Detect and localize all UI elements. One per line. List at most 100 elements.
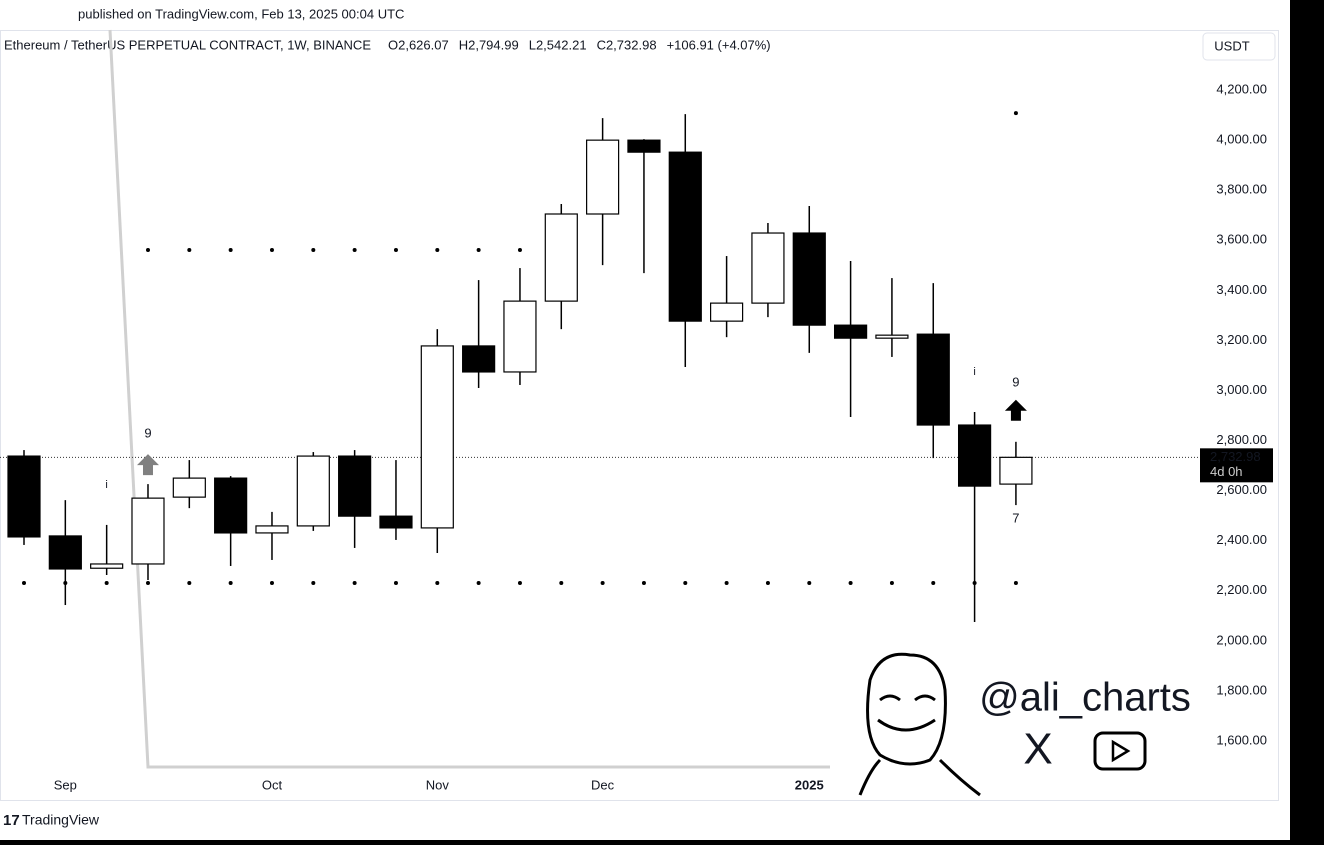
candle-body: [627, 139, 661, 153]
candle-body: [710, 302, 744, 322]
currency: USDT: [1214, 38, 1249, 53]
price-tag-value: 2,732.98: [1210, 449, 1261, 464]
ohlc-value: H2,794.99: [459, 37, 519, 52]
signal-arrow: [136, 454, 159, 476]
candle-body: [379, 515, 413, 529]
price-tag: [1200, 448, 1273, 483]
candle-body: [503, 300, 537, 373]
play-icon: [1111, 739, 1131, 763]
x-tick-label: Nov: [426, 777, 450, 792]
y-tick-label: 2,800.00: [1216, 432, 1267, 447]
candle-body: [792, 232, 826, 326]
candle-body: [296, 455, 330, 527]
ohlc-value: O2,626.07: [388, 37, 449, 52]
candle-body: [916, 333, 950, 426]
annotation: 9: [1012, 374, 1019, 389]
annotation: 7: [1012, 511, 1019, 526]
level-dot: [22, 580, 26, 585]
tv-logo: 17: [3, 812, 20, 829]
candle-body: [668, 151, 702, 322]
y-tick-label: 2,200.00: [1216, 582, 1267, 597]
annotation: i: [105, 479, 107, 491]
level-dot: [435, 580, 440, 585]
level-dot: [393, 248, 398, 253]
level-dot: [187, 580, 192, 585]
level-dot: [145, 580, 150, 585]
level-dot: [145, 248, 150, 253]
y-tick-label: 4,000.00: [1216, 132, 1267, 147]
candle-body: [751, 232, 785, 304]
y-tick-label: 3,600.00: [1216, 232, 1267, 247]
ohlc-value: C2,732.98: [597, 37, 657, 52]
y-tick-label: 4,200.00: [1216, 82, 1267, 97]
candle-body: [7, 455, 41, 538]
candle-body: [338, 455, 372, 517]
x-tick-label: Oct: [262, 777, 283, 792]
brand: TradingView: [22, 812, 100, 828]
level-dot: [1013, 111, 1018, 116]
x-tick-label: Sep: [54, 777, 77, 792]
level-dot: [517, 248, 522, 253]
published: published on TradingView.com, Feb 13, 20…: [78, 6, 404, 21]
candle-body: [462, 345, 496, 373]
level-dot: [889, 580, 894, 585]
level-dot: [187, 248, 192, 253]
y-tick-label: 1,800.00: [1216, 682, 1267, 697]
level-dot: [931, 580, 936, 585]
level-dot: [352, 248, 357, 253]
candle-body: [999, 456, 1033, 485]
level-dot: [807, 580, 812, 585]
candle-body: [90, 563, 124, 569]
price-tag-countdown: 4d 0h: [1210, 464, 1243, 479]
y-tick-label: 2,400.00: [1216, 532, 1267, 547]
y-tick-label: 3,200.00: [1216, 332, 1267, 347]
y-tick-label: 2,600.00: [1216, 482, 1267, 497]
ohlc-value: +106.91 (+4.07%): [667, 37, 771, 52]
level-dot: [641, 580, 646, 585]
level-dot: [765, 580, 770, 585]
candle-body: [833, 324, 868, 339]
y-tick-label: 3,800.00: [1216, 182, 1267, 197]
level-dot: [269, 580, 274, 585]
watermark: @ali_charts: [979, 676, 1191, 720]
annotation: 9: [144, 426, 151, 441]
candle-body: [420, 345, 454, 529]
y-tick-label: 3,400.00: [1216, 282, 1267, 297]
chart-border: [0, 30, 1279, 801]
level-dot: [559, 580, 564, 585]
drawing-line: [108, 29, 830, 769]
avatar: [858, 652, 981, 797]
annotation: i: [973, 366, 975, 378]
candle-body: [172, 477, 206, 498]
ohlc-value: L2,542.21: [529, 37, 587, 52]
level-dot: [724, 580, 729, 585]
level-dot: [600, 580, 605, 585]
level-dot: [476, 580, 481, 585]
y-tick-label: 3,000.00: [1216, 382, 1267, 397]
level-dot: [517, 580, 522, 585]
level-dot: [393, 580, 398, 585]
level-dot: [683, 580, 688, 585]
level-dot: [269, 248, 274, 253]
level-dot: [228, 580, 233, 585]
level-dot: [1013, 580, 1018, 585]
candle-body: [544, 213, 578, 302]
chart-title: Ethereum / TetherUS PERPETUAL CONTRACT, …: [4, 37, 371, 52]
frame-bottom: [0, 840, 1324, 845]
level-dot: [228, 248, 233, 253]
candle-body: [957, 424, 992, 487]
level-dot: [104, 580, 109, 585]
x-tick-label: 2025: [795, 777, 824, 792]
level-dot: [352, 580, 357, 585]
candle-body: [586, 139, 620, 215]
candle-body: [48, 535, 82, 570]
y-tick-label: 2,000.00: [1216, 632, 1267, 647]
level-dot: [476, 248, 481, 253]
candle-body: [131, 497, 165, 565]
y-tick-label: 1,600.00: [1216, 732, 1267, 747]
level-dot: [311, 248, 316, 253]
candle-body: [214, 477, 248, 534]
candle-body: [255, 525, 289, 534]
